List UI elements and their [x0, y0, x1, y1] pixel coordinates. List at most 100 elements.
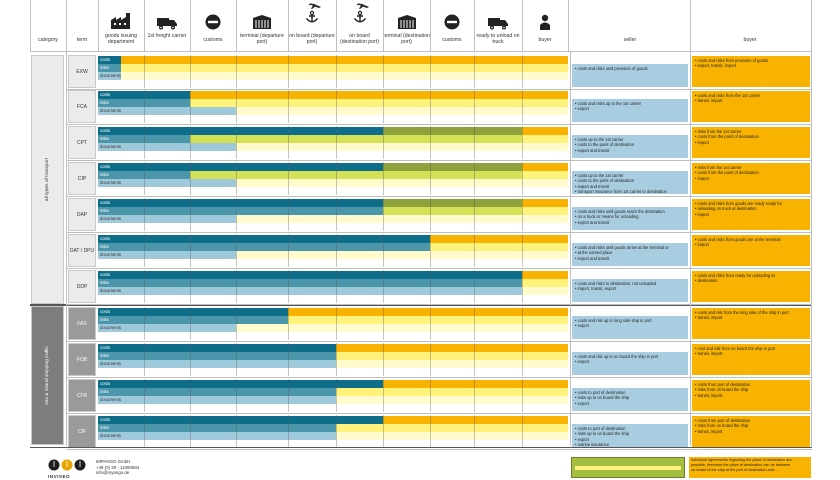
stage-grid-line [430, 415, 431, 448]
buyer-description-line: • costs and risk from the long side of t… [695, 310, 789, 315]
risks-label: risks [100, 100, 109, 105]
seller-description-line: • costs and risks until provision of goo… [575, 66, 648, 71]
term-label: CFR [68, 379, 96, 412]
seller-cost-bar [98, 344, 336, 352]
seller-doc-bar [98, 107, 236, 115]
risks-label: risks [100, 389, 109, 394]
stage-label: on board (departure port) [289, 33, 335, 45]
stage-grid-line [383, 162, 384, 195]
seller-description-line: • export and transit [575, 183, 610, 189]
seller-description-line: • on a truck or means for unloading [575, 214, 639, 220]
stage-grid-line [190, 379, 191, 412]
stage-grid-line [288, 343, 289, 376]
seller-header: seller [623, 37, 637, 43]
buyer-description-line: • costs from port of destination [695, 382, 751, 387]
stage-grid-line [522, 379, 523, 412]
legend-note: individual agreements regarding the plac… [689, 457, 811, 478]
seller-description-line: • export [575, 400, 589, 406]
stage-grid-line [383, 270, 384, 303]
stage-grid-line [383, 234, 384, 267]
note-line: possible, therefore the place of destina… [691, 463, 791, 467]
stage-grid-line [236, 415, 237, 448]
buyer-description: • costs and risk from the long side of t… [692, 308, 810, 339]
header-grid-line [430, 0, 431, 52]
risks-label: risks [100, 244, 109, 249]
costs-label: costs [100, 381, 111, 386]
costs-label: costs [100, 164, 111, 169]
stage-grid-line [474, 126, 475, 159]
company-email[interactable]: info@myango.de [96, 470, 130, 476]
header-grid-line [522, 0, 523, 52]
stage-grid-line [190, 270, 191, 303]
seller-description-line: • export [575, 359, 589, 365]
stage-grid-line [336, 307, 337, 340]
seller-description: • costs and risk up to long side ship in… [572, 316, 688, 339]
buyer-description-line: • risks from the 1st carrier [695, 129, 742, 134]
stage-grid-line [474, 415, 475, 448]
buyer-description-line: • cost and risk from on board the ship i… [695, 346, 776, 351]
row-separator [66, 341, 812, 342]
stage-grid-line [430, 343, 431, 376]
stage-grid-line [522, 162, 523, 195]
buyer-description-line: • costs and risks from the 1st carrier [695, 93, 761, 98]
seller-description-line: • costs up to the 1st carrier [575, 137, 624, 142]
buyer-description: • costs and risks from provision of good… [692, 56, 810, 87]
seller-description-line: • export [575, 323, 589, 329]
olive-transit-bar [383, 199, 522, 207]
term-label: FAS [68, 307, 96, 340]
stage-grid-line [236, 343, 237, 376]
factory-icon [110, 8, 132, 30]
stage-grid-line [144, 379, 145, 412]
documents-label: documents [100, 73, 122, 78]
seller-description-line: • costs up to the 1st carrier [575, 173, 624, 178]
anchor-plane-icon [301, 2, 323, 24]
stage-grid-line [288, 270, 289, 303]
buyer-description-line: • risks from the 1st carrier [695, 165, 742, 170]
seller-description-line: • risks up to on board the ship [575, 431, 630, 437]
seller-cost-bar [98, 163, 383, 171]
stage-grid-line [144, 162, 145, 195]
buyer-description-line: • import [695, 242, 709, 248]
term-label: DDP [68, 270, 96, 303]
seller-cost-bar [98, 235, 430, 243]
seller-description-line: • costs and risks until goods arrive at … [575, 245, 669, 250]
stage-grid-line [522, 198, 523, 231]
buyer-description-line: • import [695, 139, 709, 145]
seller-risk-bar [98, 243, 430, 251]
row-separator [66, 232, 812, 233]
documents-label: documents [100, 180, 122, 185]
seller-cost-bar [98, 199, 383, 207]
seller-description-line: • export and transit [575, 219, 610, 225]
seller-description-line: • marine insurance [575, 442, 609, 447]
row-separator [66, 268, 812, 269]
risks-label: risks [100, 136, 109, 141]
stage-grid-line [336, 198, 337, 231]
terminal-icon [251, 8, 273, 30]
risks-label: risks [100, 172, 109, 177]
category-header: category [38, 37, 58, 43]
stage-grid-line [383, 55, 384, 88]
buyer-description: • costs from port of destination • risks … [692, 380, 810, 411]
seller-doc-bar [98, 179, 236, 187]
header-grid-line [383, 0, 384, 52]
buyer-risk-bar [98, 316, 568, 324]
documents-label: documents [100, 216, 122, 221]
header-grid-line [568, 0, 569, 52]
documents-label: documents [100, 433, 122, 438]
buyer-cost-bar [98, 56, 568, 64]
buyer-doc-bar [98, 107, 568, 115]
seller-description-line: • costs and risks up to the 1st carrier [575, 101, 642, 106]
stage-grid-line [236, 307, 237, 340]
grid-line [811, 52, 812, 446]
stage-grid-line [336, 415, 337, 448]
seller-description-line: • export and transit [575, 255, 610, 261]
seller-doc-bar [98, 143, 236, 151]
note-line: on-board of the ship at the port of dest… [691, 468, 778, 472]
seller-risk-bar [98, 388, 336, 396]
stage-grid-line [383, 198, 384, 231]
stage-grid-line [336, 162, 337, 195]
grid-line [66, 52, 67, 446]
row-separator [66, 304, 812, 305]
term-label: EXW [68, 55, 96, 88]
seller-description-line: • costs and risk up to long side ship in… [575, 318, 652, 323]
